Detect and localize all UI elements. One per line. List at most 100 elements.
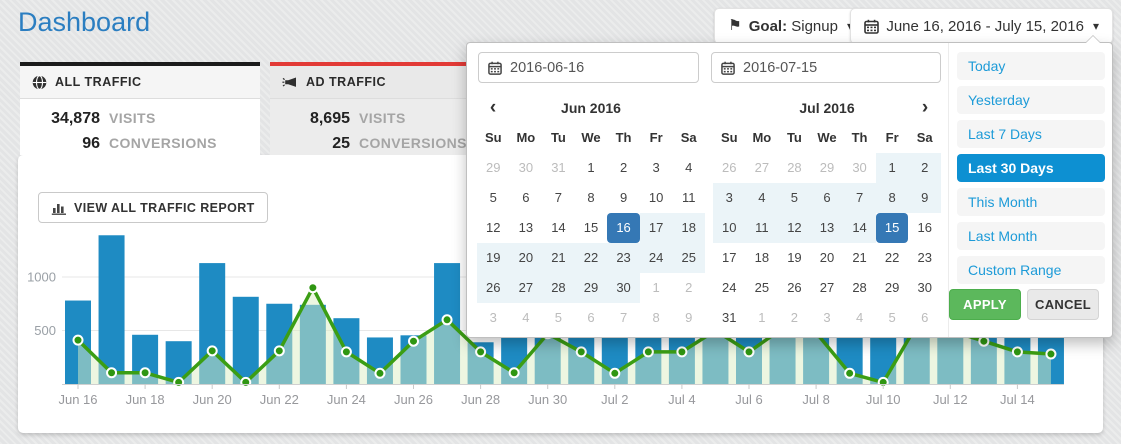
calendar-day[interactable]: 29 [884, 280, 900, 295]
calendar-day[interactable]: 22 [884, 250, 900, 265]
calendar-day[interactable]: 26 [787, 280, 802, 295]
calendar-day[interactable]: 23 [607, 243, 640, 273]
calendar-day[interactable]: 8 [587, 190, 595, 205]
start-date-input[interactable]: 2016-06-16 [478, 52, 699, 83]
calendar-day[interactable]: 17 [639, 213, 673, 243]
calendar-day[interactable]: 28 [787, 160, 802, 175]
calendar-day[interactable]: 7 [554, 190, 563, 205]
calendar-day[interactable]: 9 [908, 183, 941, 213]
calendar-day[interactable]: 21 [852, 250, 867, 265]
calendar-day[interactable]: 6 [810, 183, 844, 213]
calendar-day[interactable]: 26 [722, 160, 737, 175]
prev-month-icon[interactable]: ‹ [489, 97, 497, 118]
calendar-day[interactable]: 28 [542, 273, 575, 303]
calendar-day[interactable]: 31 [551, 160, 566, 175]
calendar-day[interactable]: 1 [652, 280, 660, 295]
calendar-day[interactable]: 12 [778, 213, 811, 243]
calendar-day[interactable]: 27 [509, 273, 543, 303]
calendar-day[interactable]: 23 [917, 250, 932, 265]
calendar-day[interactable]: 2 [908, 153, 941, 183]
calendar-day[interactable]: 1 [758, 310, 766, 325]
range-option-today[interactable]: Today [957, 52, 1105, 80]
calendar-day[interactable]: 12 [486, 220, 501, 235]
calendar-day[interactable]: 1 [587, 160, 595, 175]
calendar-day[interactable]: 5 [554, 310, 563, 325]
calendar-day[interactable]: 27 [819, 280, 835, 295]
calendar-day[interactable]: 8 [652, 310, 660, 325]
calendar-day[interactable]: 18 [672, 213, 705, 243]
calendar-day[interactable]: 3 [489, 310, 497, 325]
calendar-day[interactable]: 29 [819, 160, 835, 175]
calendar-day[interactable]: 3 [713, 183, 746, 213]
range-option-this-month[interactable]: This Month [957, 188, 1105, 216]
next-month-icon[interactable]: › [921, 97, 929, 118]
calendar-day[interactable]: 15 [875, 213, 909, 243]
calendar-day[interactable]: 14 [843, 213, 876, 243]
calendar-day[interactable]: 1 [875, 153, 909, 183]
calendar-day[interactable]: 16 [917, 220, 932, 235]
calendar-day[interactable]: 4 [685, 160, 693, 175]
calendar-day[interactable]: 28 [852, 280, 867, 295]
calendar-day[interactable]: 20 [509, 243, 543, 273]
calendar-day[interactable]: 13 [518, 220, 534, 235]
range-option-last-month[interactable]: Last Month [957, 222, 1105, 250]
calendar-day[interactable]: 8 [875, 183, 909, 213]
calendar-day[interactable]: 2 [619, 160, 628, 175]
calendar-day[interactable]: 5 [489, 190, 497, 205]
calendar-day[interactable]: 29 [486, 160, 501, 175]
calendar-day[interactable]: 30 [607, 273, 640, 303]
cancel-button[interactable]: CANCEL [1027, 289, 1099, 320]
calendar-day[interactable]: 19 [787, 250, 802, 265]
calendar-day[interactable]: 25 [672, 243, 705, 273]
calendar-day[interactable]: 10 [648, 190, 664, 205]
calendar-day[interactable]: 10 [713, 213, 746, 243]
calendar-day[interactable]: 3 [823, 310, 831, 325]
calendar-day[interactable]: 6 [587, 310, 595, 325]
calendar-day[interactable]: 4 [522, 310, 530, 325]
calendar-day[interactable]: 30 [917, 280, 932, 295]
range-option-last-7-days[interactable]: Last 7 Days [957, 120, 1105, 148]
calendar-day[interactable]: 27 [754, 160, 770, 175]
calendar-day[interactable]: 9 [685, 310, 693, 325]
calendar-day[interactable]: 17 [722, 250, 737, 265]
calendar-day[interactable]: 13 [810, 213, 844, 243]
calendar-day[interactable]: 6 [522, 190, 530, 205]
calendar-day[interactable]: 7 [619, 310, 628, 325]
calendar-day[interactable]: 25 [754, 280, 770, 295]
calendar-day[interactable]: 30 [518, 160, 534, 175]
end-date-input[interactable]: 2016-07-15 [711, 52, 941, 83]
date-range-button[interactable]: June 16, 2016 - July 15, 2016 ▾ [850, 8, 1113, 44]
range-option-yesterday[interactable]: Yesterday [957, 86, 1105, 114]
calendar-day[interactable]: 9 [619, 190, 628, 205]
calendar-day[interactable]: 4 [745, 183, 779, 213]
calendar-day[interactable]: 30 [852, 160, 867, 175]
calendar-day[interactable]: 5 [778, 183, 811, 213]
calendar-day[interactable]: 21 [542, 243, 575, 273]
calendar-day[interactable]: 7 [843, 183, 876, 213]
goal-selector-button[interactable]: ⚑ Goal: Signup ▾ [714, 8, 867, 44]
calendar-day[interactable]: 29 [574, 273, 608, 303]
apply-button[interactable]: APPLY [949, 289, 1021, 320]
calendar-day[interactable]: 24 [722, 280, 737, 295]
calendar-day[interactable]: 31 [722, 310, 737, 325]
calendar-day[interactable]: 15 [583, 220, 599, 235]
calendar-day[interactable]: 16 [607, 213, 640, 243]
calendar-day[interactable]: 20 [819, 250, 835, 265]
calendar-day[interactable]: 26 [477, 273, 510, 303]
calendar-day[interactable]: 11 [745, 213, 779, 243]
calendar-day[interactable]: 11 [681, 190, 696, 205]
range-option-custom-range[interactable]: Custom Range [957, 256, 1105, 284]
range-option-last-30-days[interactable]: Last 30 Days [957, 154, 1105, 182]
calendar-day[interactable]: 18 [754, 250, 770, 265]
calendar-day[interactable]: 19 [477, 243, 510, 273]
calendar-day[interactable]: 14 [551, 220, 566, 235]
view-all-traffic-report-button[interactable]: VIEW ALL TRAFFIC REPORT [38, 192, 268, 223]
calendar-day[interactable]: 22 [574, 243, 608, 273]
calendar-day[interactable]: 3 [652, 160, 660, 175]
calendar-day[interactable]: 24 [639, 243, 673, 273]
calendar-day[interactable]: 2 [685, 280, 693, 295]
tab-all-traffic[interactable]: ALL TRAFFIC 34,878 VISITS 96 CONVERSIONS [20, 62, 260, 155]
calendar-day[interactable]: 6 [921, 310, 929, 325]
calendar-day[interactable]: 5 [888, 310, 896, 325]
calendar-day[interactable]: 2 [790, 310, 799, 325]
